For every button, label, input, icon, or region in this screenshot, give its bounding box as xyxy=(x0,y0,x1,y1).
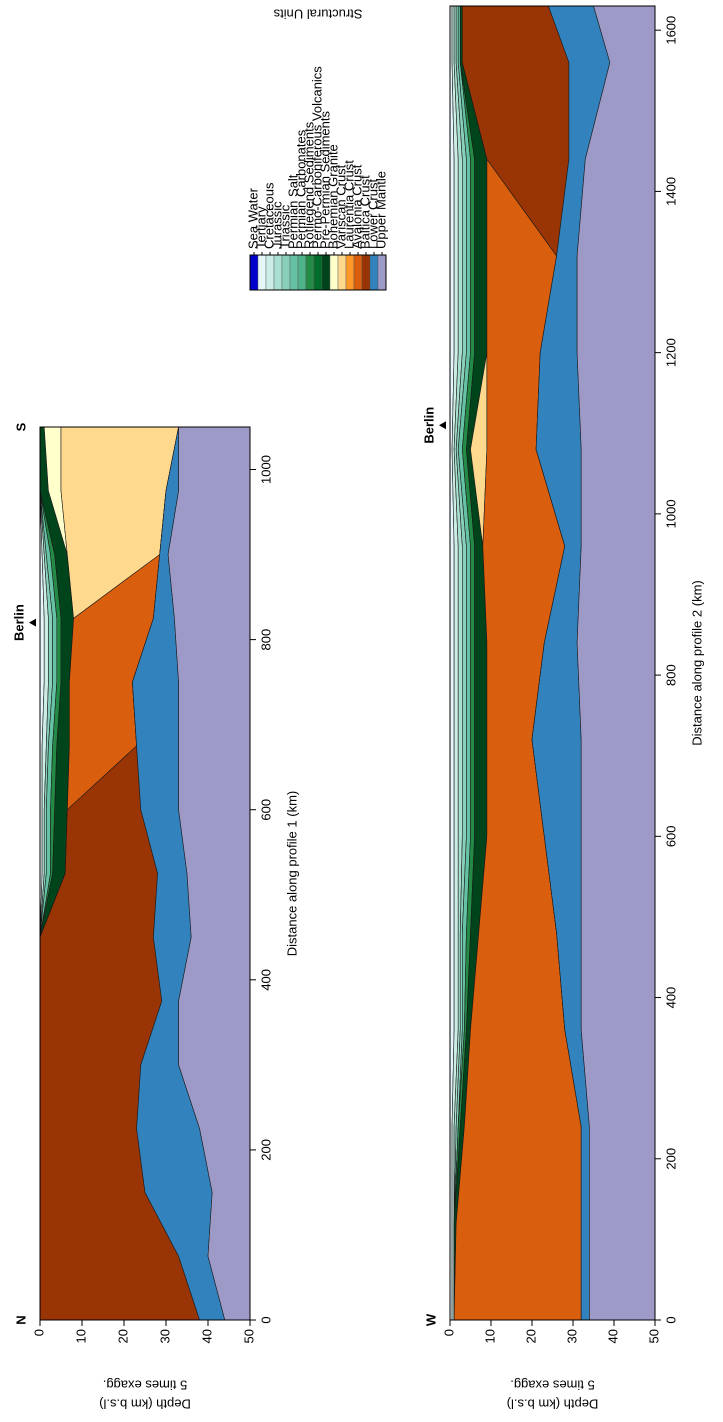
y-tick-label: 20 xyxy=(523,1329,538,1343)
plot-frame xyxy=(39,426,251,1321)
legend-swatch xyxy=(321,254,331,291)
annotation-label: Berlin xyxy=(421,407,436,444)
y-tick-label: 10 xyxy=(482,1329,497,1343)
x-tick-label: 1400 xyxy=(663,177,678,206)
legend-label: Permian Salt xyxy=(285,174,300,249)
legend-swatch xyxy=(257,254,267,291)
legend-swatch xyxy=(361,254,371,291)
x-tick-label: 400 xyxy=(663,987,678,1009)
legend-swatch xyxy=(289,254,299,291)
legend-title: Structural Units xyxy=(273,7,362,22)
legend-label: Baltica Crust xyxy=(357,175,372,249)
y-tick-label: 10 xyxy=(73,1329,88,1343)
y-tick-label: 20 xyxy=(115,1329,130,1343)
legend-label: Lower Crust xyxy=(365,179,380,249)
x-tick-label: 800 xyxy=(258,629,273,651)
y-tick-label: 40 xyxy=(605,1329,620,1343)
legend-label: Permian Carbonates xyxy=(293,129,308,249)
x-tick-label: 600 xyxy=(258,799,273,821)
legend-label: Permo-Carboniferous Volcanics xyxy=(309,66,324,249)
legend-label: Pre-Permian Sediments xyxy=(317,111,332,249)
y-tick-label: 50 xyxy=(241,1329,256,1343)
profile-end-label: S xyxy=(13,422,28,431)
x-tick-label: 200 xyxy=(663,1148,678,1170)
legend-frame xyxy=(249,254,387,291)
x-tick-label: 0 xyxy=(663,1316,678,1323)
profile-start-label: W xyxy=(423,1313,438,1326)
y-tick-label: 40 xyxy=(199,1329,214,1343)
legend-label: Bohemian Granite xyxy=(325,144,340,249)
plot-frame xyxy=(449,5,656,1321)
y-tick-label: 0 xyxy=(441,1329,456,1336)
y-tick-label: 50 xyxy=(646,1329,661,1343)
legend-label: Triassic xyxy=(277,204,292,249)
legend-swatch xyxy=(273,254,283,291)
legend-swatch xyxy=(337,254,347,291)
legend-swatch xyxy=(377,254,387,291)
legend-swatch xyxy=(297,254,307,291)
legend-swatch xyxy=(265,254,275,291)
profile-start-label: N xyxy=(13,1315,28,1324)
y-tick-label: 0 xyxy=(31,1329,46,1336)
x-tick-label: 600 xyxy=(663,825,678,847)
legend-swatch xyxy=(249,254,259,291)
x-tick-label: 1000 xyxy=(663,499,678,528)
legend-swatch xyxy=(313,254,323,291)
x-tick-label: 1200 xyxy=(663,338,678,367)
legend-label: Upper Mantle xyxy=(373,171,388,249)
legend-swatch xyxy=(281,254,291,291)
legend-label: Tertiary xyxy=(253,206,268,249)
legend-label: Laurentia Crust xyxy=(341,160,356,249)
x-tick-label: 1600 xyxy=(663,16,678,45)
legend-swatch xyxy=(305,254,315,291)
legend-label: Cretaceous xyxy=(261,182,276,249)
x-tick-label: 0 xyxy=(258,1316,273,1323)
legend-label: Avalonia Crust xyxy=(349,164,364,249)
y-tick-label: 30 xyxy=(157,1329,172,1343)
x-tick-label: 800 xyxy=(663,664,678,686)
y-axis-subtitle: 5 times exagg. xyxy=(103,1378,188,1393)
legend-label: Sea Water xyxy=(245,187,260,249)
legend-swatch xyxy=(329,254,339,291)
y-axis-title: Depth (km b.s.l) xyxy=(507,1397,599,1412)
y-axis-subtitle: 5 times exagg. xyxy=(510,1378,595,1393)
annotation-marker xyxy=(29,618,36,627)
legend-swatch xyxy=(345,254,355,291)
legend-label: Variscan Crust xyxy=(333,164,348,249)
x-tick-label: 1000 xyxy=(258,455,273,484)
annotation-marker xyxy=(439,421,446,430)
legend-swatch xyxy=(369,254,379,291)
legend-label: Jurassic xyxy=(269,201,284,249)
x-tick-label: 400 xyxy=(258,969,273,991)
legend-swatch xyxy=(353,254,363,291)
x-axis-title: Distance along profile 1 (km) xyxy=(284,791,299,956)
y-axis-title: Depth (km b.s.l) xyxy=(99,1397,191,1412)
x-tick-label: 200 xyxy=(258,1139,273,1161)
annotation-label: Berlin xyxy=(11,604,26,641)
legend-label: Rotliegend Sediments xyxy=(301,121,316,249)
y-tick-label: 30 xyxy=(564,1329,579,1343)
x-axis-title: Distance along profile 2 (km) xyxy=(689,580,704,745)
